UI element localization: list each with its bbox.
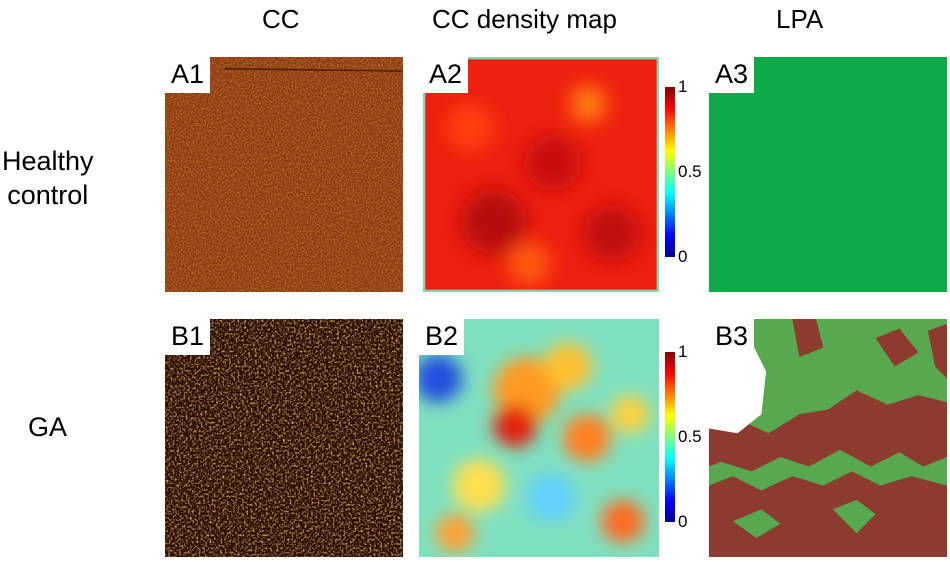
colorbar-a-gradient — [665, 87, 675, 257]
panel-b2-density-map: B2 — [419, 319, 659, 557]
column-title-cc: CC — [262, 4, 300, 34]
row-label-ga: GA — [28, 412, 68, 442]
colorbar-b-max-label: 1 — [678, 342, 688, 361]
row-label-healthy-control: Healthy control — [2, 144, 94, 212]
colorbar-a — [665, 87, 675, 257]
colorbar-a-max-label: 1 — [678, 77, 688, 96]
colorbar-b — [665, 352, 675, 522]
panel-label-b2: B2 — [419, 319, 465, 355]
colorbar-b-min-label: 0 — [678, 512, 688, 531]
column-title-lpa: LPA — [776, 4, 824, 34]
panel-label-a3: A3 — [709, 57, 755, 93]
panel-label-a1: A1 — [165, 57, 211, 93]
panel-label-a2: A2 — [423, 57, 469, 93]
row-label-healthy-line1: Healthy — [2, 146, 94, 176]
panel-a2-density-map: A2 — [423, 57, 659, 292]
panel-a1-cc-image: A1 — [165, 57, 403, 292]
colorbar-a-min-label: 0 — [678, 247, 688, 266]
lpa-ga-segmentation — [709, 319, 947, 557]
panel-b3-lpa-map: B3 — [709, 319, 947, 557]
panel-b1-cc-image: B1 — [165, 319, 403, 557]
row-label-healthy-line2: control — [7, 180, 89, 210]
colorbar-a-mid-label: 0.5 — [678, 162, 702, 181]
density-map-healthy-image — [423, 57, 659, 292]
panel-a3-lpa-map: A3 — [709, 57, 947, 292]
cc-ga-image — [165, 319, 403, 557]
colorbar-b-gradient — [665, 352, 675, 522]
cc-healthy-image — [165, 57, 403, 292]
density-map-ga-image — [419, 319, 659, 557]
column-title-density-map: CC density map — [432, 4, 617, 34]
panel-label-b1: B1 — [165, 319, 211, 355]
colorbar-b-mid-label: 0.5 — [678, 427, 702, 446]
panel-label-b3: B3 — [709, 319, 755, 355]
